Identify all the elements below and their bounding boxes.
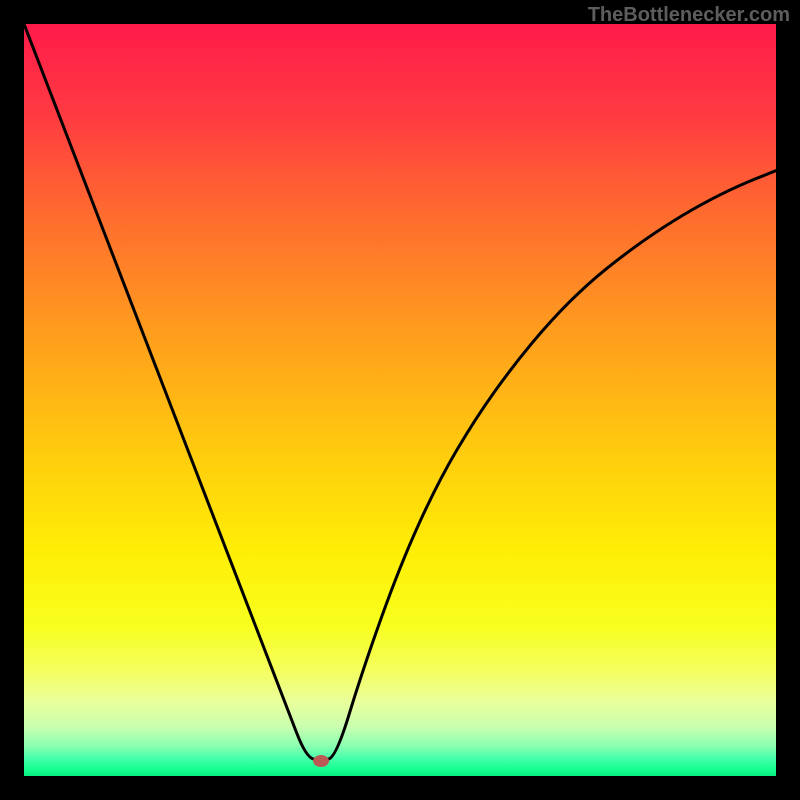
chart-container: { "canvas": { "width": 800, "height": 80… [0, 0, 800, 800]
plot-background [24, 24, 776, 776]
optimal-point-marker [313, 755, 329, 767]
bottleneck-chart [0, 0, 800, 800]
